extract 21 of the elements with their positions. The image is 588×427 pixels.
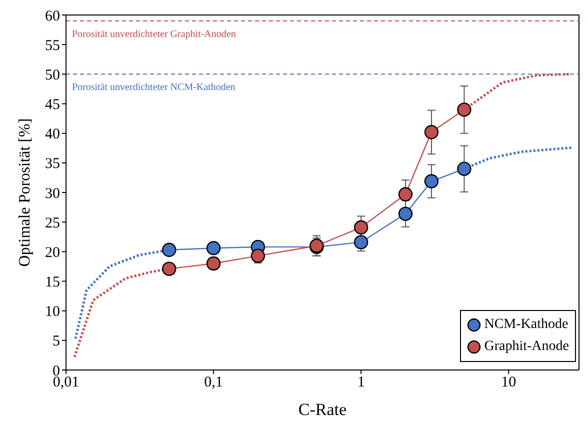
y-tick-label: 45	[45, 97, 60, 114]
y-tick-label: 30	[45, 186, 60, 202]
y-tick-label: 50	[45, 67, 60, 84]
x-tick-label: 1	[357, 374, 365, 391]
x-tick-label: 0,1	[204, 374, 223, 391]
y-tick-label: 15	[45, 274, 60, 291]
y-axis-title: Optimale Porosität [%]	[16, 118, 34, 267]
x-tick-label: 10	[501, 374, 516, 391]
y-tick-label: 40	[45, 126, 60, 143]
y-tick-label: 5	[52, 334, 60, 350]
legend-label: Graphit-Anode	[484, 338, 569, 356]
y-tick-label: 10	[45, 304, 60, 320]
y-tick-label: 35	[45, 156, 60, 172]
y-tick-label: 60	[45, 8, 60, 24]
y-tick-label: 20	[45, 244, 60, 261]
ref-line-label: Porosität unverdichteter Graphit-Anoden	[72, 28, 236, 40]
x-axis-title: C-Rate	[298, 400, 347, 419]
y-tick-label: 25	[45, 215, 60, 232]
ref-line-label: Porosität unverdichteter NCM-Kathoden	[72, 82, 236, 94]
legend-label: NCM-Kathode	[484, 316, 568, 334]
y-tick-label: 55	[45, 38, 60, 54]
